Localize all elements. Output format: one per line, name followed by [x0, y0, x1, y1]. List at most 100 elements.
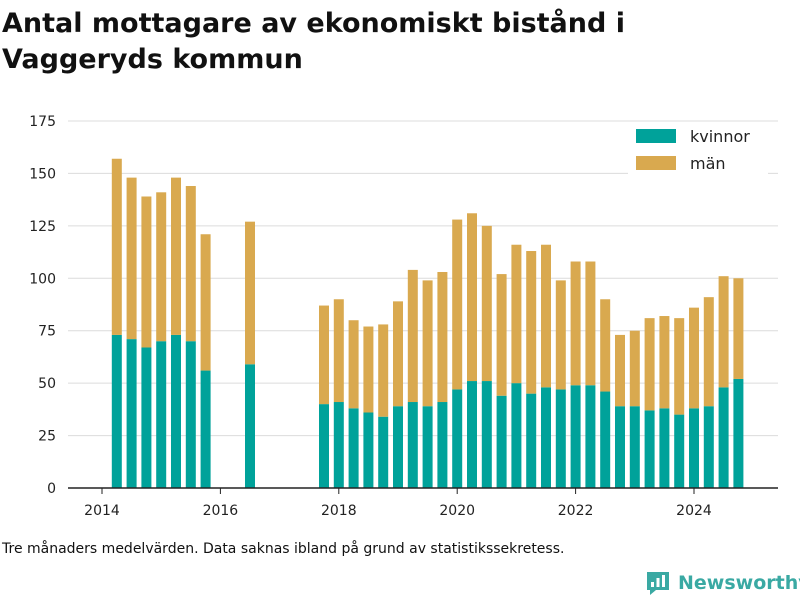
bar-kvinnor: [171, 334, 181, 488]
axes: 0 25 50 75 100 125 150 175 2014 2016 2018 2020 2022 2…: [29, 114, 778, 519]
bar-kvinnor: [378, 416, 389, 488]
bar-man: [629, 330, 640, 407]
bar-kvinnor: [703, 406, 714, 488]
bar-kvinnor: [496, 395, 507, 488]
chart-title: Antal mottagare av ekonomiskt bistånd i …: [2, 8, 625, 75]
bar-kvinnor: [481, 381, 492, 488]
x-tick-label: 2020: [439, 503, 475, 519]
bar-kvinnor: [141, 347, 152, 488]
footnote: Tre månaders medelvärden. Data saknas ib…: [2, 541, 565, 557]
y-tick-label: 100: [29, 271, 56, 287]
bar-man: [674, 318, 685, 415]
bar-man: [111, 158, 122, 335]
legend: kvinnor män: [628, 124, 768, 176]
bar-kvinnor: [511, 383, 522, 488]
bar-kvinnor: [363, 412, 374, 488]
bar-man: [452, 219, 463, 390]
y-tick-label: 125: [29, 219, 56, 235]
bar-man: [541, 244, 551, 388]
bar-man: [467, 213, 477, 382]
bar-man: [570, 261, 581, 386]
bar-kvinnor: [585, 385, 596, 488]
bar-man: [126, 177, 137, 340]
legend-label: män: [690, 154, 726, 173]
bar-man: [511, 244, 522, 384]
bar-man: [333, 299, 344, 403]
bar-kvinnor: [674, 414, 685, 488]
bar-man: [555, 280, 566, 390]
bar-man: [363, 326, 374, 413]
bar-kvinnor: [437, 402, 448, 488]
bar-kvinnor: [541, 387, 551, 488]
bar-kvinnor: [452, 389, 463, 488]
bar-man: [156, 192, 167, 342]
bar-man: [437, 271, 448, 403]
bar-kvinnor: [407, 402, 418, 488]
legend-swatch: [636, 129, 676, 143]
bar-man: [718, 276, 729, 388]
bar-kvinnor: [718, 387, 729, 488]
x-tick-label: 2024: [676, 503, 712, 519]
y-tick-label: 175: [29, 114, 56, 130]
bar-kvinnor: [467, 381, 477, 488]
bars: [111, 158, 744, 488]
bar-man: [615, 334, 625, 407]
bar-man: [407, 269, 418, 403]
bar-kvinnor: [333, 402, 344, 488]
y-tick-label: 75: [38, 324, 56, 340]
bar-kvinnor: [629, 406, 640, 488]
bar-man: [319, 305, 329, 405]
bar-kvinnor: [200, 370, 211, 488]
y-tick-label: 150: [29, 166, 56, 182]
bar-kvinnor: [600, 391, 611, 488]
bar-kvinnor: [319, 404, 329, 488]
bar-kvinnor: [555, 389, 566, 488]
bar-man: [496, 274, 507, 396]
newsworthy-icon: [647, 572, 669, 595]
bar-kvinnor: [570, 385, 581, 488]
x-tick-label: 2016: [203, 503, 239, 519]
bar-kvinnor: [245, 364, 255, 488]
bar-man: [185, 186, 196, 342]
bar-man: [526, 251, 537, 394]
y-tick-label: 0: [47, 481, 56, 497]
bar-kvinnor: [348, 408, 359, 488]
bar-man: [393, 301, 403, 407]
y-tick-label: 50: [38, 376, 56, 392]
brand-name: Newsworthy: [678, 572, 800, 594]
bar-man: [422, 280, 433, 407]
bar-man: [200, 234, 211, 371]
bar-kvinnor: [111, 334, 122, 488]
bar-man: [600, 299, 611, 392]
x-tick-label: 2014: [84, 503, 120, 519]
bar-kvinnor: [526, 393, 537, 488]
bar-kvinnor: [185, 341, 196, 488]
bar-man: [141, 196, 152, 348]
bar-man: [733, 278, 744, 379]
bar-man: [481, 225, 492, 382]
bar-man: [348, 320, 359, 409]
x-tick-label: 2018: [321, 503, 357, 519]
bar-kvinnor: [156, 341, 167, 488]
bar-man: [689, 307, 699, 409]
bar-man: [245, 221, 255, 365]
bar-man: [171, 177, 181, 335]
newsworthy-logo[interactable]: Newsworthy: [644, 569, 800, 597]
bar-kvinnor: [126, 339, 137, 488]
bar-kvinnor: [615, 406, 625, 488]
bar-kvinnor: [422, 406, 433, 488]
bar-kvinnor: [659, 408, 670, 488]
x-tick-label: 2022: [558, 503, 594, 519]
bar-man: [659, 316, 670, 409]
legend-swatch: [636, 156, 676, 170]
bar-kvinnor: [393, 406, 403, 488]
bar-man: [378, 324, 389, 417]
y-tick-label: 25: [38, 429, 56, 445]
bar-man: [644, 318, 655, 411]
bar-kvinnor: [689, 408, 699, 488]
bar-man: [585, 261, 596, 386]
bar-kvinnor: [644, 410, 655, 488]
bar-kvinnor: [733, 378, 744, 488]
bar-man: [703, 297, 714, 407]
